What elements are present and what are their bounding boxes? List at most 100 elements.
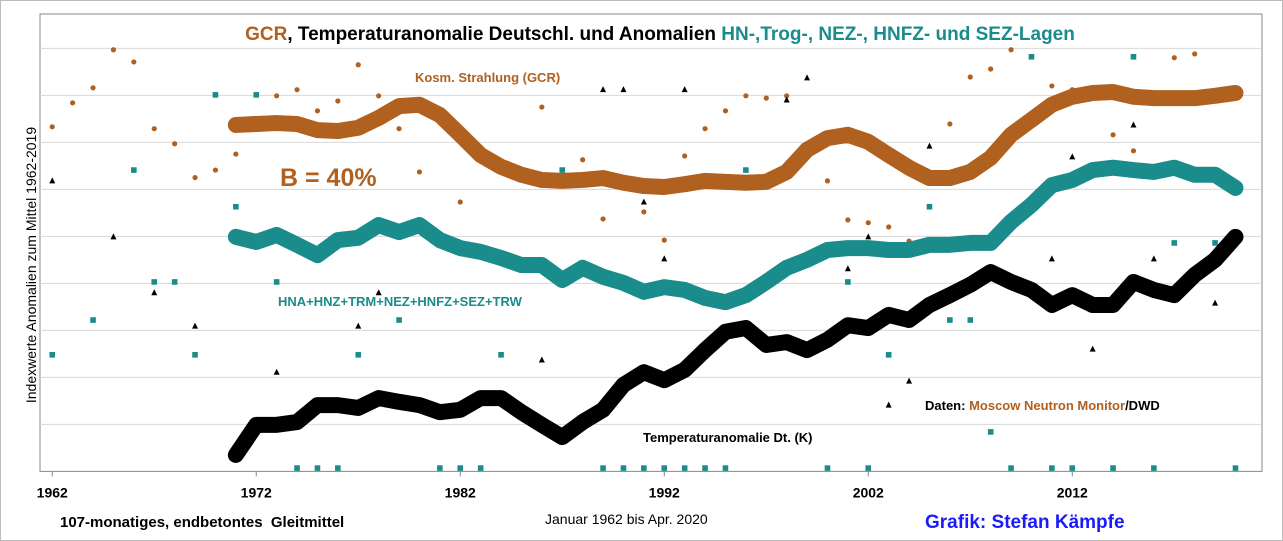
scatter-point xyxy=(1048,255,1055,262)
scatter-point xyxy=(314,465,321,471)
x-tick-label: 1962 xyxy=(37,484,68,500)
scatter-point xyxy=(967,74,973,80)
scatter-point xyxy=(681,86,688,93)
scatter-point xyxy=(620,86,627,93)
source-part: /DWD xyxy=(1125,398,1160,413)
scatter-point xyxy=(1171,240,1178,246)
scatter-point xyxy=(1212,240,1218,246)
scatter-point xyxy=(294,87,300,93)
scatter-point xyxy=(845,217,851,223)
scatter-point xyxy=(49,177,56,184)
scatter-point xyxy=(600,86,607,93)
scatter-point xyxy=(1089,345,1096,352)
scatter-point xyxy=(1069,153,1076,160)
scatter-point xyxy=(335,98,341,104)
scatter-point xyxy=(151,126,157,132)
scatter-point xyxy=(641,209,647,215)
scatter-point xyxy=(1150,255,1157,262)
scatter-point xyxy=(600,216,606,222)
scatter-point xyxy=(600,465,606,471)
scatter-point xyxy=(906,377,913,384)
scatter-point xyxy=(865,233,872,240)
scatter-point xyxy=(926,142,933,149)
scatter-point xyxy=(212,167,219,173)
y-axis-label: Indexwerte Anomalien zum Mittel 1962-201… xyxy=(23,127,39,403)
scatter-point xyxy=(702,465,708,471)
scatter-point xyxy=(640,198,647,205)
scatter-point xyxy=(947,121,953,127)
scatter-point xyxy=(233,151,239,157)
scatter-point xyxy=(396,126,402,132)
scatter-point xyxy=(457,465,464,471)
scatter-point xyxy=(987,429,994,435)
scatter-point xyxy=(90,85,96,91)
series-label: Kosm. Strahlung (GCR) xyxy=(415,70,560,85)
scatter-point xyxy=(743,167,749,173)
scatter-point xyxy=(274,93,280,99)
scatter-point xyxy=(1049,465,1055,471)
scatter-point xyxy=(70,100,76,106)
scatter-point xyxy=(314,108,321,114)
scatter-point xyxy=(1130,53,1137,60)
scatter-point xyxy=(131,167,137,173)
scatter-point xyxy=(1151,465,1157,471)
scatter-point xyxy=(376,93,382,99)
scatter-point xyxy=(1192,51,1198,57)
scatter-point xyxy=(49,352,56,358)
scatter-point xyxy=(763,95,769,101)
scatter-point xyxy=(375,289,382,296)
title-part: , Temperaturanomalie Deutschl. und Anoma… xyxy=(287,24,721,45)
source-note: Daten: Moscow Neutron Monitor/DWD xyxy=(925,398,1160,413)
scatter-point xyxy=(1110,132,1116,138)
scatter-point xyxy=(886,224,892,230)
scatter-point xyxy=(844,265,851,272)
scatter-point xyxy=(743,93,749,99)
scatter-point xyxy=(233,203,239,210)
scatter-point xyxy=(151,279,158,285)
scatter-point xyxy=(253,92,260,98)
scatter-point xyxy=(355,62,361,68)
scatter-point xyxy=(273,368,280,375)
scatter-point xyxy=(1130,148,1137,154)
scatter-point xyxy=(865,220,871,226)
scatter-point xyxy=(926,203,933,210)
scatter-point xyxy=(559,167,566,173)
title-part: HN-,Trog-, NEZ-, HNFZ- und SEZ-Lagen xyxy=(721,24,1075,45)
series-line xyxy=(227,84,1244,195)
scatter-point xyxy=(172,141,178,147)
scatter-point xyxy=(90,317,96,323)
scatter-point xyxy=(661,465,668,471)
series-line xyxy=(227,228,1244,463)
scatter-point xyxy=(437,465,443,471)
series-label: Temperaturanomalie Dt. (K) xyxy=(643,430,813,445)
scatter-point xyxy=(273,279,280,285)
scatter-point xyxy=(192,174,198,181)
scatter-point xyxy=(804,74,811,81)
scatter-point xyxy=(538,356,545,363)
x-tick-label: 1982 xyxy=(445,484,476,500)
scatter-point xyxy=(1069,465,1076,471)
series-line xyxy=(227,159,1244,311)
scatter-point xyxy=(967,317,974,323)
scatter-point xyxy=(131,59,137,65)
x-tick-label: 2012 xyxy=(1057,484,1088,500)
scatter-point xyxy=(1171,55,1177,61)
scatter-point xyxy=(722,465,729,471)
scatter-point xyxy=(192,352,198,358)
scatter-point xyxy=(1028,53,1035,60)
scatter-point xyxy=(580,157,586,163)
scatter-point xyxy=(1130,121,1137,128)
scatter-point xyxy=(335,465,341,471)
scatter-point xyxy=(416,169,423,175)
scatter-point xyxy=(702,126,708,132)
scatter-point xyxy=(49,124,55,130)
scatter-point xyxy=(661,237,667,243)
scatter-point xyxy=(641,465,647,471)
scatter-point xyxy=(661,255,668,262)
scatter-point xyxy=(824,465,831,471)
annotation: B = 40% xyxy=(280,164,377,192)
scatter-point xyxy=(539,104,545,110)
scatter-point xyxy=(682,153,688,159)
